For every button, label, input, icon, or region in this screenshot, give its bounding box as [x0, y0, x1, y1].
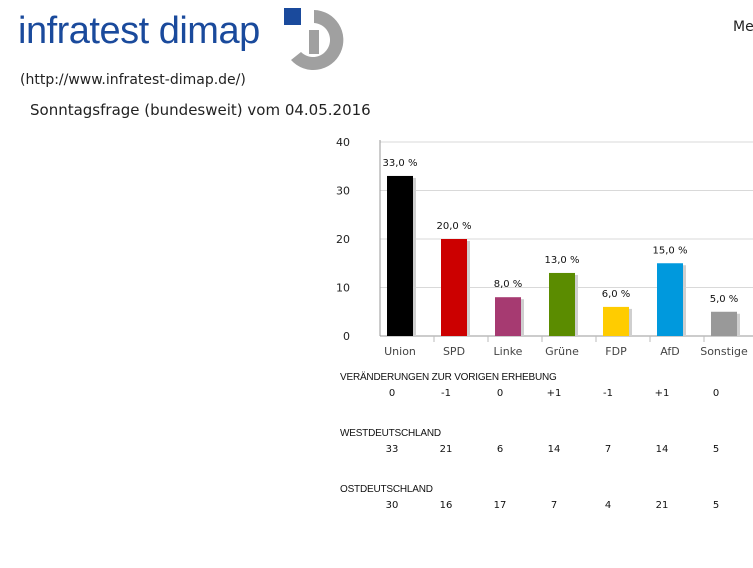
data-label: 15,0 %	[653, 245, 688, 256]
table-title: OSTDEUTSCHLAND	[340, 484, 433, 495]
category-label: Grüne	[545, 345, 579, 358]
table-cell: 0	[388, 388, 396, 399]
y-tick-label: 0	[343, 330, 350, 343]
category-label: Linke	[494, 345, 523, 358]
table-cell: 21	[439, 444, 453, 455]
table-cell: 16	[439, 500, 453, 511]
table-cell: +1	[654, 388, 670, 399]
table-cell: 7	[604, 444, 612, 455]
table-title: VERÄNDERUNGEN ZUR VORIGEN ERHEBUNG	[340, 372, 557, 383]
poll-bar-chart: 0 10 20 30 40 33,0 % Union 20,0 % SPD 8,0 % Linke 1…	[336, 136, 753, 358]
brand-logo-text: infratest dimap	[18, 10, 260, 52]
table-cell: 5	[712, 500, 720, 511]
menu-link[interactable]: Me	[733, 19, 753, 35]
data-label: 6,0 %	[602, 289, 631, 300]
table-cell: 4	[604, 500, 612, 511]
y-tick-label: 20	[336, 233, 350, 246]
y-tick-label: 30	[336, 185, 350, 198]
table-cell: 30	[385, 500, 399, 511]
data-label: 5,0 %	[710, 294, 739, 305]
category-label: AfD	[660, 345, 679, 358]
table-cell: 7	[550, 500, 558, 511]
data-label: 20,0 %	[437, 221, 472, 232]
table-cell: 6	[496, 444, 504, 455]
table-cell: 14	[547, 444, 561, 455]
data-label: 8,0 %	[494, 279, 523, 290]
table-cell: 0	[712, 388, 720, 399]
category-label: Sonstige	[700, 345, 748, 358]
data-label: 33,0 %	[383, 158, 418, 169]
bar-linke	[495, 297, 521, 336]
table-cell: 14	[655, 444, 669, 455]
bar-afd	[657, 263, 683, 336]
category-label: FDP	[605, 345, 627, 358]
table-title: WESTDEUTSCHLAND	[340, 428, 441, 439]
table-cell: 5	[712, 444, 720, 455]
source-url: (http://www.infratest-dimap.de/)	[20, 72, 246, 88]
chart-headline: Sonntagsfrage (bundesweit) vom 04.05.201…	[30, 101, 371, 119]
table-cell: 33	[385, 444, 399, 455]
brand-logo-mark	[284, 8, 344, 70]
bar-fdp	[603, 306, 629, 336]
bar-union	[387, 175, 413, 336]
table-cell: -1	[603, 388, 613, 399]
bar-grüne	[549, 272, 575, 336]
table-cell: 17	[493, 500, 507, 511]
table-cell: +1	[546, 388, 562, 399]
y-tick-label: 10	[336, 282, 350, 295]
table-cell: 0	[496, 388, 504, 399]
data-label: 13,0 %	[545, 255, 580, 266]
table-cell: -1	[441, 388, 451, 399]
bar-sonstige	[711, 311, 737, 336]
category-label: Union	[384, 345, 416, 358]
bar-spd	[441, 239, 467, 336]
y-tick-label: 40	[336, 136, 350, 149]
category-label: SPD	[443, 345, 465, 358]
table-cell: 21	[655, 500, 669, 511]
